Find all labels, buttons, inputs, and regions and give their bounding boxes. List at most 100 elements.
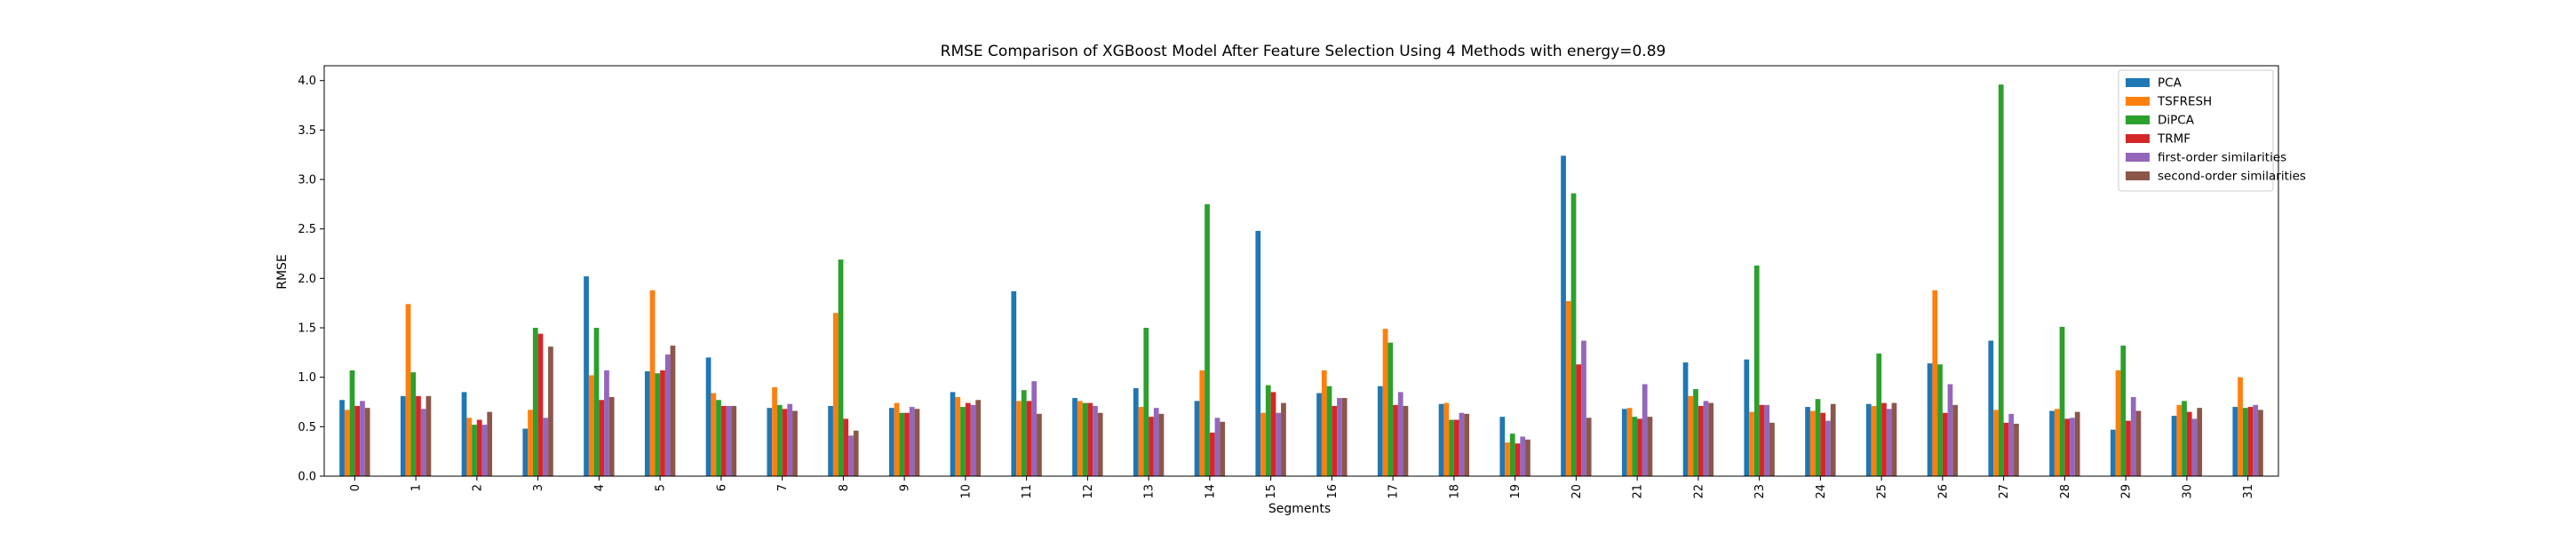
bar-pca-segment-23 (1744, 359, 1750, 476)
bar-trmf-segment-23 (1759, 404, 1765, 476)
bar-dipca-segment-24 (1815, 399, 1821, 476)
bar-trmf-segment-27 (2003, 422, 2009, 476)
bar-second-order-similarities-segment-29 (2135, 410, 2142, 476)
bar-trmf-segment-29 (2126, 420, 2131, 476)
bar-trmf-segment-0 (354, 405, 361, 476)
bar-trmf-segment-26 (1942, 412, 1948, 476)
bar-second-order-similarities-segment-25 (1891, 402, 1897, 476)
bar-first-order-similarities-segment-6 (726, 405, 732, 476)
bar-first-order-similarities-segment-30 (2191, 418, 2198, 476)
bar-second-order-similarities-segment-27 (2014, 424, 2019, 476)
bar-trmf-segment-11 (1026, 401, 1032, 476)
bar-trmf-segment-1 (416, 395, 421, 476)
x-tick-label: 28 (2059, 484, 2072, 499)
bar-tsfresh-segment-1 (405, 304, 411, 476)
bar-tsfresh-segment-30 (2176, 404, 2182, 476)
bar-second-order-similarities-segment-13 (1158, 413, 1165, 476)
bar-tsfresh-segment-8 (832, 313, 839, 476)
bar-dipca-segment-5 (655, 373, 661, 476)
x-tick-label: 2 (471, 484, 484, 491)
legend-swatch-dipca (2126, 115, 2150, 124)
bar-first-order-similarities-segment-31 (2253, 404, 2259, 476)
bar-dipca-segment-15 (1265, 385, 1271, 476)
bar-tsfresh-segment-10 (955, 396, 961, 476)
bar-pca-segment-3 (522, 428, 529, 476)
bar-tsfresh-segment-21 (1626, 408, 1633, 476)
y-tick-label: 2.0 (298, 273, 316, 286)
x-tick-label: 8 (838, 484, 851, 491)
x-tick-label: 5 (655, 484, 668, 491)
bar-second-order-similarities-segment-1 (425, 395, 432, 476)
x-tick-label: 30 (2181, 484, 2194, 499)
bar-trmf-segment-21 (1637, 418, 1642, 476)
bar-dipca-segment-6 (716, 400, 721, 476)
x-tick-label: 17 (1387, 484, 1401, 499)
bar-dipca-segment-14 (1205, 203, 1210, 477)
legend-label: first-order similarities (2158, 151, 2286, 165)
bar-second-order-similarities-segment-16 (1341, 398, 1348, 476)
bar-second-order-similarities-segment-22 (1708, 402, 1714, 476)
bar-second-order-similarities-segment-6 (731, 405, 737, 476)
bar-dipca-segment-26 (1937, 364, 1943, 476)
bar-second-order-similarities-segment-24 (1830, 403, 1836, 476)
bar-tsfresh-segment-25 (1871, 405, 1877, 476)
x-tick-label: 7 (776, 484, 790, 491)
x-tick-label: 6 (715, 484, 728, 491)
x-tick-label: 14 (1204, 484, 1217, 499)
bar-first-order-similarities-segment-9 (909, 407, 915, 476)
bar-tsfresh-segment-3 (528, 410, 533, 476)
bar-trmf-segment-31 (2247, 407, 2254, 476)
bar-first-order-similarities-segment-5 (664, 354, 671, 476)
x-tick-label: 27 (1998, 484, 2011, 499)
bar-first-order-similarities-segment-2 (481, 425, 488, 476)
bar-second-order-similarities-segment-28 (2074, 411, 2080, 476)
legend-swatch-first-order-similarities (2126, 153, 2150, 162)
bar-dipca-segment-7 (776, 404, 783, 476)
bar-tsfresh-segment-9 (894, 402, 900, 476)
bar-first-order-similarities-segment-12 (1093, 405, 1098, 476)
x-tick-label: 4 (593, 484, 607, 491)
legend-swatch-trmf (2126, 134, 2150, 143)
bar-trmf-segment-10 (965, 402, 971, 476)
bar-dipca-segment-30 (2182, 401, 2187, 476)
bar-second-order-similarities-segment-31 (2258, 410, 2263, 476)
bar-pca-segment-18 (1438, 403, 1444, 476)
bar-tsfresh-segment-23 (1749, 411, 1754, 476)
legend-box (2118, 69, 2274, 192)
bar-first-order-similarities-segment-17 (1397, 392, 1403, 476)
bar-trmf-segment-5 (660, 370, 665, 476)
bar-second-order-similarities-segment-10 (975, 400, 982, 476)
bar-second-order-similarities-segment-2 (487, 411, 493, 476)
bar-trmf-segment-4 (599, 400, 605, 476)
bar-dipca-segment-18 (1449, 419, 1454, 476)
bar-trmf-segment-2 (476, 419, 482, 476)
bar-first-order-similarities-segment-0 (360, 401, 365, 476)
bar-first-order-similarities-segment-13 (1153, 408, 1159, 476)
x-tick-label: 13 (1143, 484, 1157, 499)
bar-first-order-similarities-segment-4 (604, 370, 609, 476)
bar-dipca-segment-16 (1326, 386, 1332, 476)
bar-pca-segment-22 (1682, 362, 1689, 476)
bar-pca-segment-16 (1316, 393, 1322, 476)
bar-pca-segment-31 (2232, 407, 2238, 476)
bar-second-order-similarities-segment-20 (1586, 418, 1592, 476)
bar-first-order-similarities-segment-1 (420, 409, 426, 476)
legend-label: PCA (2158, 76, 2182, 91)
bar-tsfresh-segment-24 (1809, 410, 1816, 476)
bar-dipca-segment-27 (1998, 84, 2004, 477)
bar-pca-segment-6 (705, 357, 712, 476)
bar-trmf-segment-22 (1697, 405, 1704, 476)
bar-trmf-segment-28 (2064, 418, 2071, 476)
bar-pca-segment-28 (2049, 410, 2055, 476)
bar-tsfresh-segment-20 (1565, 300, 1571, 476)
x-tick-label: 15 (1265, 484, 1278, 499)
bar-pca-segment-5 (644, 371, 650, 476)
bar-trmf-segment-18 (1453, 419, 1459, 476)
bar-second-order-similarities-segment-8 (853, 430, 859, 476)
bar-first-order-similarities-segment-10 (970, 404, 976, 476)
bar-first-order-similarities-segment-3 (543, 418, 549, 476)
bar-tsfresh-segment-0 (344, 410, 350, 476)
legend-label: second-order similarities (2158, 170, 2306, 184)
bar-dipca-segment-20 (1570, 193, 1577, 477)
